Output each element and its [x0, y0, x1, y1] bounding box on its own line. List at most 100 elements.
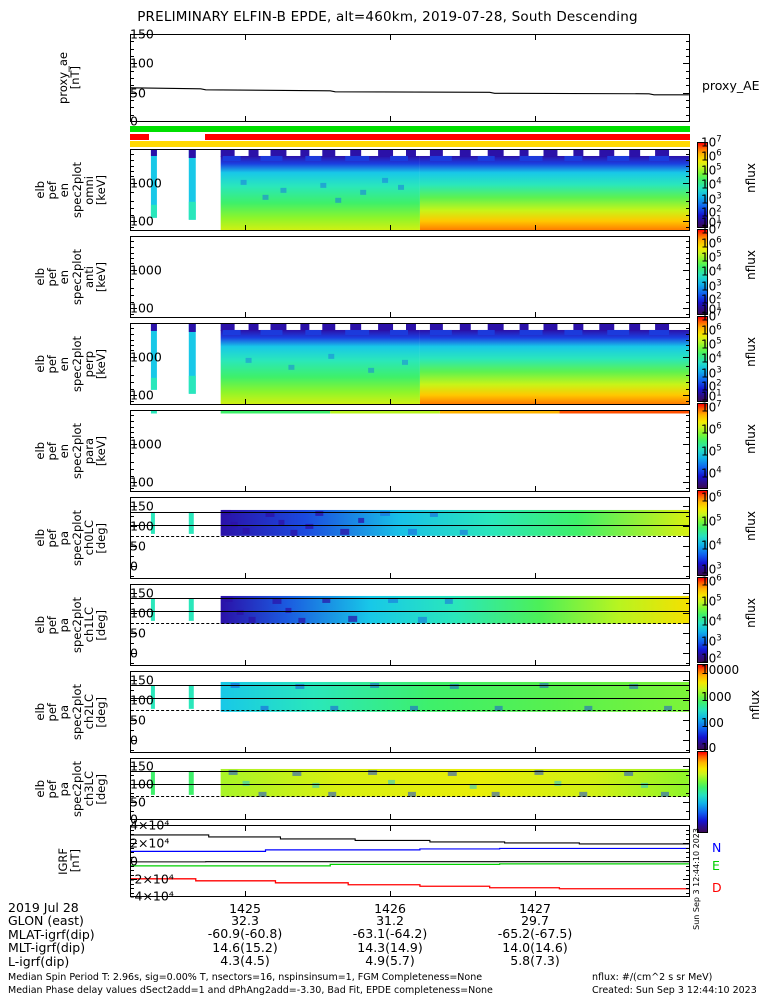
en-omni-spectrogram [150, 150, 689, 230]
cb5-t4: 104 [701, 537, 722, 553]
cb1-t7: 107 [701, 134, 722, 150]
colorbar-en-anti[interactable] [697, 229, 708, 315]
igrf-traces [131, 826, 689, 896]
status-bar-red-seg1 [130, 134, 149, 140]
pa-ch0lc-upper-line [131, 512, 689, 514]
ytitle-ch2lc-4: ch2LC [81, 694, 96, 730]
panel-pa-ch1lc[interactable] [130, 584, 690, 666]
xtick-label-1425: 1425 [229, 901, 261, 916]
pa-ch3lc-mid-line [131, 784, 689, 786]
ephemeris-mlt-1427: 14.0(14.6) [502, 939, 568, 955]
ephemeris-column-1427: 29.7 -65.2(-67.5) 14.0(14.6) 5.8(7.3) [498, 914, 572, 968]
pa-ch0lc-mid-line [131, 525, 689, 527]
cb2-t3: 103 [701, 278, 722, 294]
footer-line-1: Median Spin Period T: 2.96s, sig=0.00% T… [8, 972, 483, 983]
en-perp-plotarea [131, 324, 689, 404]
panel-en-perp-ytitle: elb pef en spec2plot perp [keV] [18, 323, 123, 405]
panel-en-para-ytitle: elb pef en spec2plot para [keV] [18, 410, 123, 492]
cb1-t6: 106 [701, 148, 722, 164]
colorbar-en-para[interactable] [697, 403, 708, 489]
ephemeris-label-glon: GLON (east) [8, 913, 84, 929]
ephemeris-mlt-1425: 14.6(15.2) [212, 939, 278, 955]
cb3-t5: 105 [701, 336, 722, 352]
colorbar-pa-ch3lc[interactable] [697, 751, 708, 833]
ytitle-omni-5: [keV] [93, 174, 108, 206]
ephemeris-label-mlat: MLAT-igrf(dip) [8, 926, 95, 942]
ephemeris-glon-1426: 31.2 [376, 913, 404, 928]
pa-ch1lc-dashed-line [131, 623, 689, 624]
panel-proxy-ae[interactable] [130, 34, 690, 122]
ephemeris-l-1427: 5.8(7.3) [510, 953, 560, 969]
panel-pa-ch2lc-ytitle: elb pef pa spec2plot ch2LC [deg] [18, 671, 123, 753]
cb2-t5: 105 [701, 249, 722, 265]
ephemeris-glon-1427: 29.7 [521, 913, 549, 928]
en-omni-plotarea [131, 150, 689, 230]
colorbar-pa-ch0lc[interactable] [697, 490, 708, 576]
igrf-plotarea [131, 826, 689, 896]
igrf-legend-e: E [712, 858, 720, 873]
xtick-label-1426: 1426 [374, 901, 406, 916]
cb1-t4: 104 [701, 176, 722, 192]
ytitle-ch2lc-2: pa [57, 704, 72, 720]
colorbar-pa-ch0lc-title: nflux [744, 511, 758, 541]
panel-proxy-ae-ytitle: proxy_ae [nT] [52, 34, 86, 122]
cb3-t1: 101 [701, 388, 722, 404]
panel-igrf[interactable] [130, 825, 690, 897]
ephemeris-mlt-1426: 14.3(14.9) [357, 939, 423, 955]
cb2-t4: 104 [701, 263, 722, 279]
ytitle-proxy-ae-1: [nT] [68, 66, 82, 90]
ephemeris-column-1426: 31.2 -63.1(-64.2) 14.3(14.9) 4.9(5.7) [353, 914, 427, 968]
igrf-legend-n: N [712, 840, 722, 855]
pa-ch3lc-spectrogram [150, 768, 689, 797]
cb7-t4: 10000 [701, 663, 740, 677]
panel-en-omni-ytitle: elb pef en spec2plot omni [keV] [18, 149, 123, 231]
cb3-t6: 106 [701, 322, 722, 338]
ytitle-ch1lc-4: ch1LC [81, 607, 96, 643]
ytitle-para-2: en [57, 443, 72, 459]
ytitle-perp-3: spec2plot [69, 335, 84, 393]
cb1-t3: 103 [701, 191, 722, 207]
colorbar-en-anti-title: nflux [744, 250, 758, 280]
status-bar-green [130, 126, 690, 132]
colorbar-en-omni[interactable] [697, 142, 708, 228]
en-para-plotarea [131, 411, 689, 491]
ytitle-ch3lc-5: [deg] [93, 773, 108, 805]
cb4-t7: 107 [701, 399, 722, 415]
panel-pa-ch3lc[interactable] [130, 758, 690, 820]
ytitle-ch2lc-5: [deg] [93, 696, 108, 728]
pa-ch2lc-mid-line [131, 698, 689, 700]
cb5-t5: 105 [701, 513, 722, 529]
status-bar-red-seg2 [205, 134, 690, 140]
colorbar-en-para-title: nflux [744, 424, 758, 454]
ephemeris-mlat-1426: -63.1(-64.2) [352, 926, 428, 942]
colorbar-pa-ch1lc[interactable] [697, 577, 708, 663]
cb3-t2: 102 [701, 378, 722, 394]
created-timestamp-vertical: Sun Sep 3 12:44:10 2023 [692, 828, 701, 930]
pa-ch2lc-dashed-line [131, 710, 689, 711]
cb5-t6: 106 [701, 489, 722, 505]
ytitle-ch1lc-2: pa [57, 617, 72, 633]
panel-pa-ch0lc[interactable] [130, 497, 690, 579]
colorbar-pa-ch2lc[interactable] [697, 664, 708, 750]
panel-en-para[interactable] [130, 410, 690, 492]
cb2-t7: 107 [701, 221, 722, 237]
colorbar-en-perp[interactable] [697, 316, 708, 402]
igrf-total [131, 835, 689, 844]
ytitle-omni-2: en [57, 182, 72, 198]
panel-en-anti[interactable] [130, 236, 690, 318]
ytitle-ch0lc-2: pa [57, 530, 72, 546]
cb7-t2: 100 [701, 716, 724, 730]
pa-ch1lc-upper-line [131, 598, 689, 600]
panel-en-perp[interactable] [130, 323, 690, 405]
ephemeris-row-labels: 2019 Jul 28 GLON (east) MLAT-igrf(dip) M… [8, 901, 95, 968]
panel-pa-ch2lc[interactable] [130, 671, 690, 753]
pa-ch3lc-plotarea [131, 759, 689, 819]
footer-nflux-units: nflux: #/(cm^2 s sr MeV) [592, 972, 713, 983]
panel-en-omni[interactable] [130, 149, 690, 231]
page-title: PRELIMINARY ELFIN-B EPDE, alt=460km, 201… [137, 9, 638, 25]
ephemeris-label-l: L-igrf(dip) [8, 953, 70, 969]
colorbar-pa-ch1lc-title: nflux [744, 598, 758, 628]
cb6-t3: 103 [701, 633, 722, 649]
igrf-e [131, 864, 689, 866]
cb1-t5: 105 [701, 162, 722, 178]
